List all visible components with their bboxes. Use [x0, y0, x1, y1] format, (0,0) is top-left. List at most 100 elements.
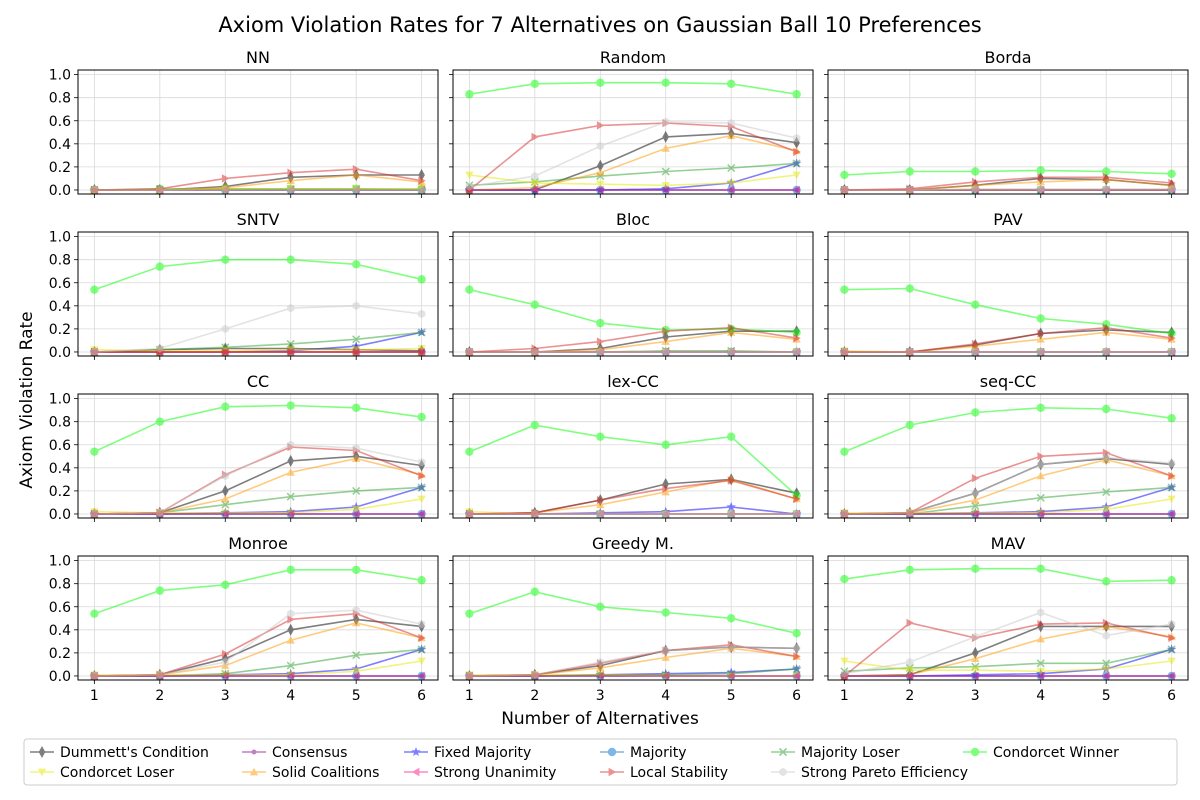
data-point: [286, 255, 295, 264]
legend-label: Dummett's Condition: [60, 745, 209, 761]
data-point: [156, 344, 164, 353]
y-tick-label: 0.8: [49, 577, 71, 593]
plot-area: [828, 394, 1188, 518]
panel-lex-cc: lex-CC: [449, 372, 814, 522]
data-point: [1037, 173, 1045, 182]
data-point: [1036, 668, 1045, 676]
y-tick-label: 1.0: [49, 68, 71, 84]
data-point: [286, 401, 295, 410]
legend-label: Strong Unanimity: [434, 765, 556, 781]
data-point: [531, 347, 539, 357]
data-point: [1036, 166, 1045, 175]
data-point: [726, 432, 736, 441]
legend-marker: [411, 747, 421, 756]
data-point: [727, 179, 736, 188]
data-point: [530, 300, 540, 309]
data-point: [287, 623, 294, 636]
data-point: [792, 328, 801, 337]
legend-label: Majority: [630, 745, 687, 761]
data-point: [661, 182, 670, 190]
data-point: [351, 565, 361, 575]
data-point: [1102, 328, 1111, 336]
series-line: [94, 304, 422, 353]
data-point: [661, 78, 670, 87]
data-point: [726, 502, 736, 512]
data-point: [531, 670, 539, 679]
data-point: [727, 476, 736, 485]
panel-title: NN: [246, 48, 270, 67]
data-point: [1101, 167, 1111, 176]
legend-swatch: [771, 747, 795, 757]
plot-frame: [452, 231, 814, 357]
data-point: [1036, 634, 1045, 643]
series-line: [469, 121, 797, 188]
series-condorcet-winner: [90, 255, 426, 294]
data-point: [465, 182, 473, 191]
plot-area: [453, 232, 813, 356]
data-point: [352, 185, 360, 195]
data-point: [906, 657, 914, 667]
y-tick-label: 0.0: [49, 345, 71, 361]
data-point: [661, 487, 670, 496]
data-point: [661, 671, 670, 681]
data-point: [90, 185, 98, 195]
data-point: [418, 185, 426, 195]
plot-area: [78, 394, 438, 518]
legend-swatch: [30, 746, 54, 758]
data-point: [1168, 184, 1176, 193]
data-point: [1167, 509, 1175, 519]
y-tick-label: 1.0: [49, 392, 71, 408]
panel-greedy-m: 1 2 3 4 5 6 Greedy M.: [449, 534, 814, 704]
legend-label: Local Stability: [630, 765, 728, 781]
data-point: [971, 177, 980, 187]
series-line: [844, 456, 1172, 515]
data-point: [1102, 323, 1111, 332]
series-strong-pareto-efficiency: [465, 117, 801, 191]
y-tick-label: 0.6: [49, 276, 71, 292]
data-point: [352, 671, 360, 681]
data-point: [1036, 471, 1045, 480]
data-point: [1101, 577, 1111, 586]
legend-item-consensus: Consensus: [242, 745, 347, 761]
plot-frame: [452, 555, 814, 681]
data-point: [418, 169, 425, 181]
data-point: [1167, 576, 1176, 585]
series-condorcet-winner: [840, 564, 1176, 586]
data-point: [793, 133, 801, 143]
data-point: [352, 618, 361, 627]
data-point: [221, 174, 230, 183]
series-strong-pareto-efficiency: [465, 642, 801, 681]
data-point: [1037, 608, 1045, 617]
y-tick-label: 1.0: [49, 230, 71, 246]
series-condorcet-winner: [90, 401, 426, 456]
y-tick-label: 0.8: [49, 253, 71, 269]
data-point: [596, 347, 604, 357]
data-point: [840, 185, 848, 195]
legend-label: Solid Coalitions: [272, 765, 379, 781]
series-line: [844, 660, 1172, 673]
series-line: [469, 174, 797, 187]
legend-marker: [37, 768, 47, 777]
data-point: [596, 509, 604, 519]
legend-label: Majority Loser: [801, 745, 900, 761]
data-point: [465, 671, 473, 681]
panel-title: MAV: [991, 534, 1026, 553]
data-point: [662, 347, 670, 357]
data-point: [417, 645, 426, 654]
data-point: [793, 652, 801, 661]
data-point: [286, 565, 295, 575]
data-point: [417, 509, 425, 519]
data-point: [1036, 564, 1045, 573]
y-tick-label: 0.2: [49, 484, 71, 500]
data-point: [1102, 509, 1110, 519]
plot-frame: [827, 393, 1189, 519]
data-point: [661, 144, 670, 152]
data-point: [793, 644, 801, 653]
data-point: [596, 168, 605, 176]
data-point: [596, 318, 605, 328]
data-point: [596, 141, 604, 151]
data-point: [287, 185, 295, 195]
plot-area: [453, 394, 813, 518]
data-point: [596, 602, 605, 611]
